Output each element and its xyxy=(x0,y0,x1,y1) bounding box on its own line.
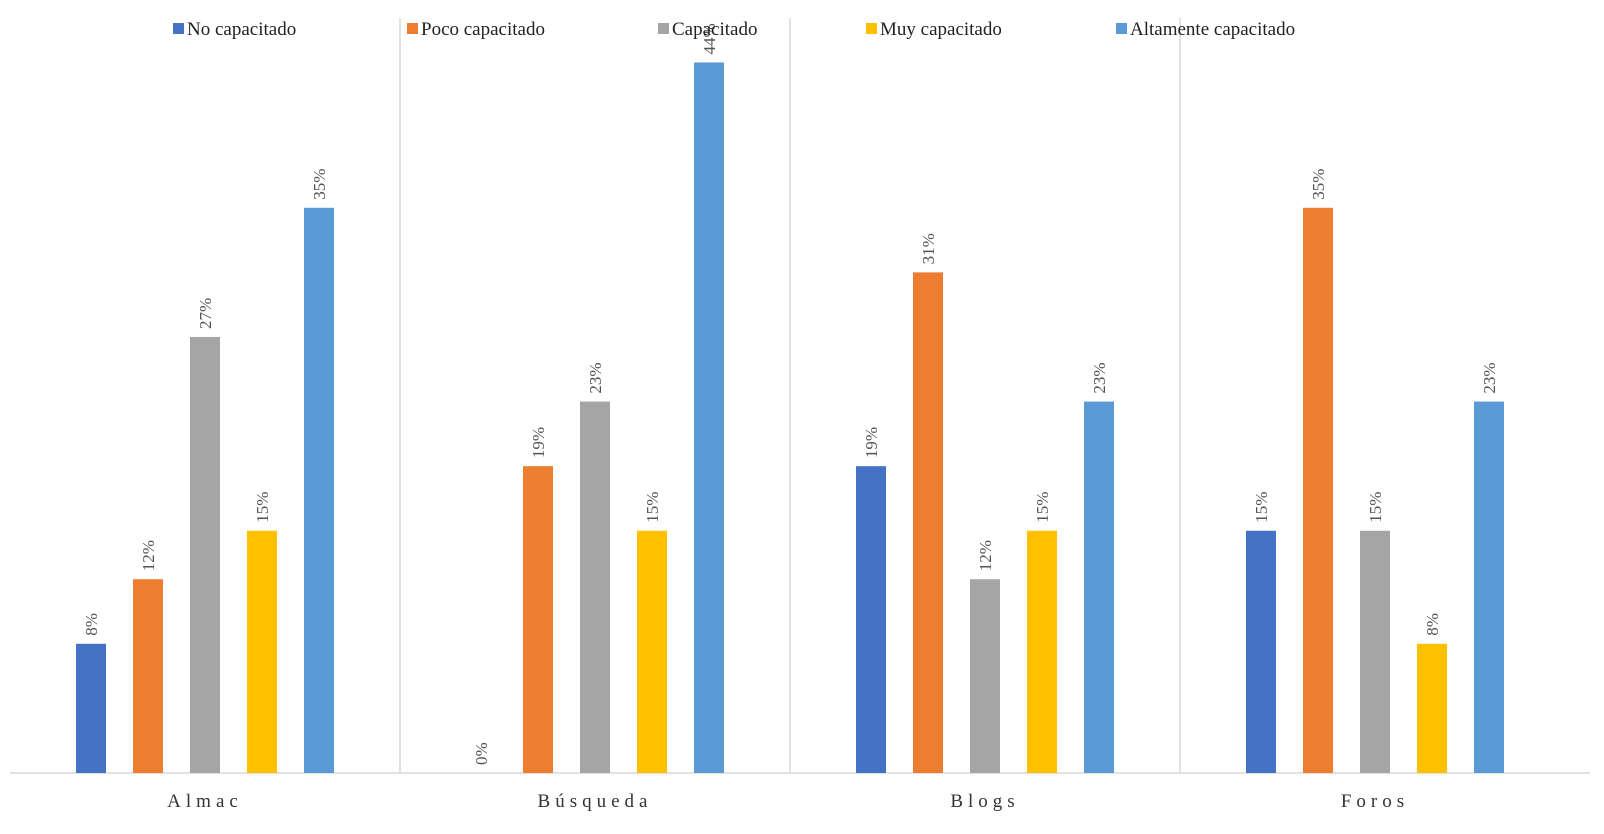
bars-group xyxy=(76,62,1504,774)
data-label: 19% xyxy=(529,427,548,458)
data-label: 0% xyxy=(472,742,491,765)
legend-label: Capacitado xyxy=(672,19,757,40)
category-separators xyxy=(399,18,1181,773)
data-label: 8% xyxy=(1423,613,1442,636)
bar xyxy=(856,466,886,773)
legend: No capacitado Poco capacitado Capacitado Mu… xyxy=(173,19,1295,40)
legend-item: Poco capacitado xyxy=(407,19,545,40)
legend-item: Altamente capacitado xyxy=(1116,19,1295,40)
category-label: Foros xyxy=(1341,791,1409,812)
data-label: 35% xyxy=(1309,169,1328,200)
bar xyxy=(580,401,610,773)
data-label: 15% xyxy=(253,492,272,523)
bar xyxy=(1417,643,1447,773)
category-label: Almac xyxy=(167,791,243,812)
bar xyxy=(304,207,334,773)
data-labels-group: 8% 12% 27% 15% 35% 0% 19% 23% 15% 44% 19% 31% 12% 15%… xyxy=(82,23,1499,765)
legend-item: Capacitado xyxy=(658,19,757,40)
legend-swatch xyxy=(866,23,877,34)
data-label: 23% xyxy=(1090,362,1109,393)
legend-swatch xyxy=(407,23,418,34)
legend-swatch xyxy=(1116,23,1127,34)
legend-item: No capacitado xyxy=(173,19,296,40)
category-label: Blogs xyxy=(950,791,1019,812)
bar xyxy=(637,530,667,773)
bar xyxy=(190,336,220,773)
legend-label: No capacitado xyxy=(187,19,296,40)
legend-label: Altamente capacitado xyxy=(1130,19,1295,40)
legend-label: Poco capacitado xyxy=(421,19,545,40)
legend-item: Muy capacitado xyxy=(866,19,1002,40)
legend-swatch xyxy=(173,23,184,34)
category-label: Búsqueda xyxy=(538,791,653,812)
data-label: 31% xyxy=(919,233,938,264)
bar xyxy=(133,579,163,773)
bar xyxy=(1303,207,1333,773)
bar xyxy=(523,466,553,773)
bar xyxy=(913,272,943,773)
bar xyxy=(694,62,724,774)
data-label: 23% xyxy=(1480,362,1499,393)
bar xyxy=(1084,401,1114,773)
data-label: 23% xyxy=(586,362,605,393)
bar xyxy=(1474,401,1504,773)
data-label: 19% xyxy=(862,427,881,458)
category-labels-group: Almac Búsqueda Blogs Foros xyxy=(167,791,1409,812)
data-label: 27% xyxy=(196,298,215,329)
bar xyxy=(247,530,277,773)
legend-swatch xyxy=(658,23,669,34)
legend-label: Muy capacitado xyxy=(880,19,1002,40)
data-label: 15% xyxy=(1252,492,1271,523)
data-label: 15% xyxy=(1033,492,1052,523)
bar xyxy=(970,579,1000,773)
data-label: 8% xyxy=(82,613,101,636)
bar xyxy=(76,643,106,773)
data-label: 44% xyxy=(700,23,719,54)
bar xyxy=(1246,530,1276,773)
data-label: 15% xyxy=(1366,492,1385,523)
data-label: 35% xyxy=(310,169,329,200)
bar xyxy=(1027,530,1057,773)
data-label: 12% xyxy=(976,540,995,571)
data-label: 15% xyxy=(643,492,662,523)
bar xyxy=(1360,530,1390,773)
data-label: 12% xyxy=(139,540,158,571)
